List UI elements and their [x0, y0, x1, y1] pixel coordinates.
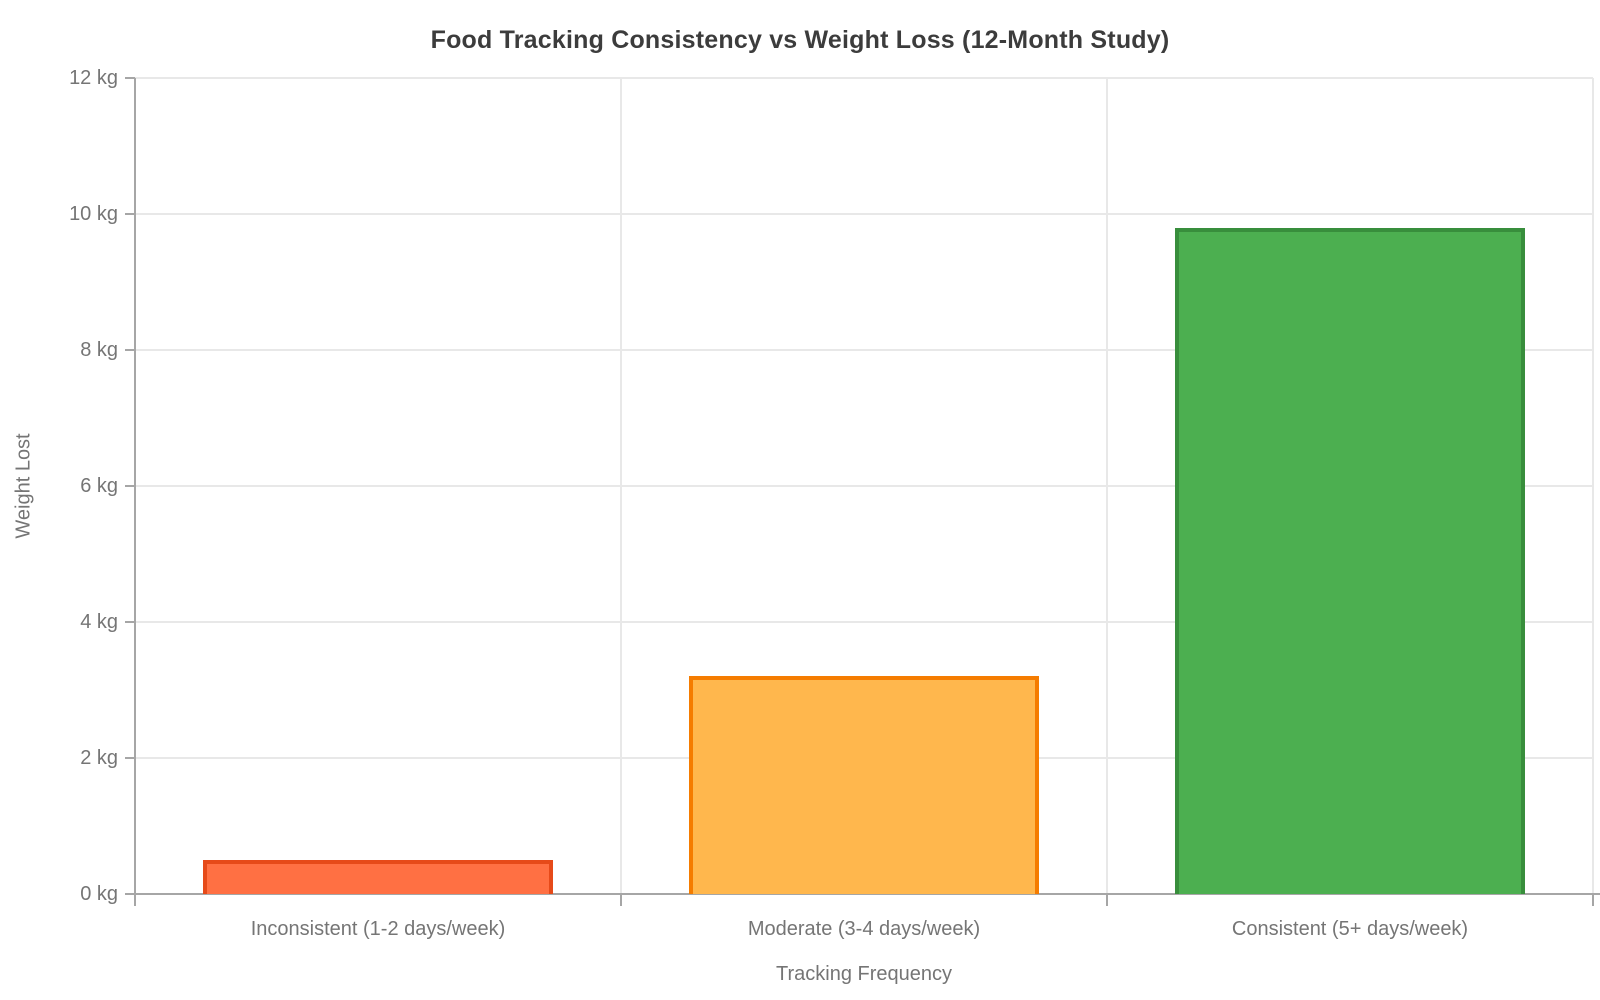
gridline-vertical	[1592, 78, 1594, 894]
y-tick-label: 4 kg	[80, 611, 118, 633]
y-axis-tick	[125, 621, 135, 623]
y-tick-label: 6 kg	[80, 475, 118, 497]
y-axis-tick	[125, 485, 135, 487]
x-axis-tick	[1106, 894, 1108, 906]
y-tick-label: 10 kg	[69, 203, 118, 225]
y-axis-tick	[125, 757, 135, 759]
gridline-vertical	[1106, 78, 1108, 894]
y-tick-label: 2 kg	[80, 747, 118, 769]
bar-3[interactable]	[1175, 227, 1525, 894]
gridline-horizontal	[135, 77, 1593, 79]
y-tick-label: 0 kg	[80, 883, 118, 905]
x-axis-tick	[620, 894, 622, 906]
gridline-vertical	[620, 78, 622, 894]
gridline-horizontal	[135, 213, 1593, 215]
x-axis-tick	[1592, 894, 1594, 906]
gridline-horizontal	[135, 621, 1593, 623]
y-axis-line	[134, 78, 136, 906]
bar-1[interactable]	[203, 860, 553, 894]
y-axis-tick	[125, 349, 135, 351]
y-tick-label: 8 kg	[80, 339, 118, 361]
gridline-horizontal	[135, 349, 1593, 351]
category-label: Inconsistent (1-2 days/week)	[250, 918, 506, 940]
y-axis-tick	[125, 893, 135, 895]
y-axis-tick	[125, 77, 135, 79]
category-label: Consistent (5+ days/week)	[1231, 918, 1469, 940]
y-tick-label: 12 kg	[69, 67, 118, 89]
chart-title: Food Tracking Consistency vs Weight Loss…	[430, 26, 1170, 54]
bar-2[interactable]	[689, 676, 1039, 894]
gridline-horizontal	[135, 485, 1593, 487]
x-axis-line	[135, 893, 1600, 895]
category-label: Moderate (3-4 days/week)	[747, 918, 981, 940]
y-axis-tick	[125, 213, 135, 215]
x-axis-title: Tracking Frequency	[776, 963, 952, 985]
